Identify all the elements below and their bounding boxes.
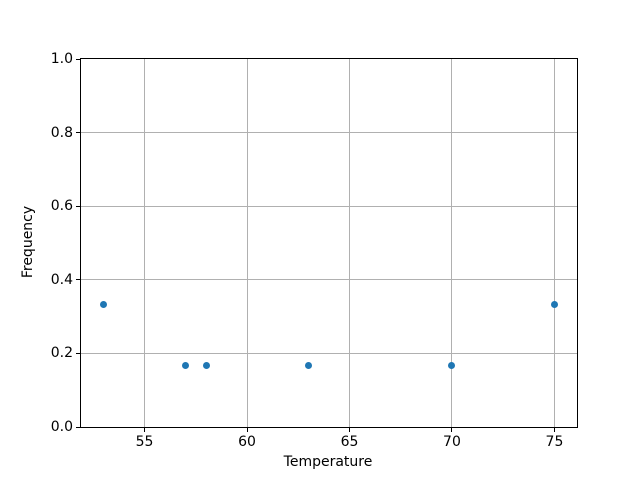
y-gridline [81,352,577,354]
x-gridline [451,59,453,427]
y-tick-mark [76,279,80,281]
x-tick-label: 75 [545,434,564,450]
y-tick-label: 0.0 [50,419,73,435]
plot-area: 55 60 65 70 75 0.0 0.2 0.4 0.6 0.8 1.0 [51,51,578,450]
x-tick-label: 65 [340,434,359,450]
data-point [448,362,456,370]
data-point [202,362,210,370]
y-tick-label: 0.4 [50,271,73,288]
x-tick-label: 55 [135,434,154,450]
y-gridline [81,279,577,281]
y-gridline [81,132,577,134]
x-axis-label: Temperature [283,454,373,470]
data-point [550,300,558,308]
x-tick-label: 60 [238,434,256,450]
data-point [182,362,190,370]
x-tick-mark [246,428,248,432]
y-tick-label: 0.2 [50,345,73,362]
y-tick-mark [76,205,80,207]
y-tick-label: 0.6 [50,198,73,215]
y-tick-label: 0.8 [50,124,73,141]
x-tick-label: 70 [443,434,461,450]
x-tick-mark [348,428,350,432]
x-gridline [348,59,350,427]
y-tick-label: 1.0 [50,51,73,67]
x-gridline [246,59,248,427]
y-tick-mark [76,58,80,60]
y-axis-label: Frequency [20,205,36,279]
x-tick-mark [451,428,453,432]
x-gridline [553,59,555,427]
x-tick-mark [144,428,146,432]
x-tick-mark [553,428,555,432]
data-point [100,300,108,308]
y-gridline [81,205,577,207]
y-tick-mark [76,352,80,354]
data-point [305,362,312,370]
y-tick-mark [76,426,80,428]
y-tick-mark [76,132,80,134]
x-gridline [144,59,146,427]
